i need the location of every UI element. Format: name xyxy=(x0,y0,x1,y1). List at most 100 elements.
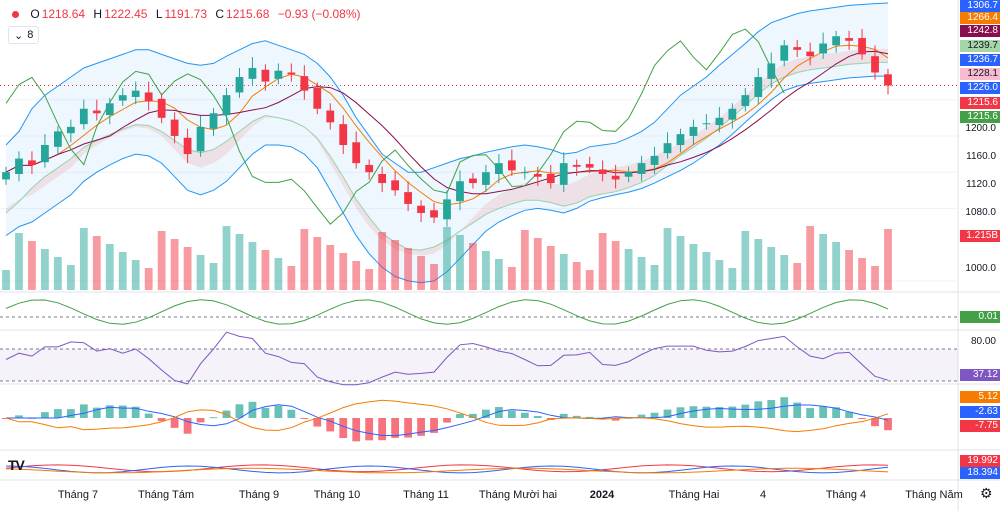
candle-body[interactable] xyxy=(144,92,153,102)
volume-bar xyxy=(572,262,581,290)
candle-body[interactable] xyxy=(79,108,88,125)
macd-histogram-bar xyxy=(507,410,516,418)
candle-body[interactable] xyxy=(92,110,101,114)
candle-body[interactable] xyxy=(767,63,776,79)
candle-body[interactable] xyxy=(637,163,646,174)
macd-histogram-bar xyxy=(650,412,659,418)
candle-body[interactable] xyxy=(507,160,516,171)
candle-body[interactable] xyxy=(248,67,257,79)
volume-bar xyxy=(793,263,802,290)
candle-body[interactable] xyxy=(780,45,789,61)
candle-body[interactable] xyxy=(715,117,724,126)
dmi-plus-label: 19.992 xyxy=(960,455,1000,467)
rsi-band xyxy=(0,349,958,381)
candle-body[interactable] xyxy=(494,163,503,174)
candle-body[interactable] xyxy=(676,134,685,145)
candle-body[interactable] xyxy=(326,110,335,123)
candle-body[interactable] xyxy=(456,181,464,202)
candle-body[interactable] xyxy=(66,126,75,134)
candle-body[interactable] xyxy=(15,158,23,174)
candle-body[interactable] xyxy=(287,72,296,75)
lagging-span-line xyxy=(5,28,785,225)
candle-body[interactable] xyxy=(871,56,879,73)
candle-body[interactable] xyxy=(339,124,348,145)
candle-body[interactable] xyxy=(417,205,425,213)
candle-body[interactable] xyxy=(572,164,581,167)
candle-body[interactable] xyxy=(41,145,49,163)
candle-body[interactable] xyxy=(53,131,62,147)
candle-body[interactable] xyxy=(520,172,529,174)
candle-body[interactable] xyxy=(300,76,309,91)
candle-body[interactable] xyxy=(728,108,737,120)
candle-body[interactable] xyxy=(585,164,594,168)
candle-body[interactable] xyxy=(105,103,114,116)
candle-body[interactable] xyxy=(598,169,607,174)
candle-body[interactable] xyxy=(754,77,763,97)
candle-body[interactable] xyxy=(404,192,412,204)
candle-body[interactable] xyxy=(196,126,205,152)
candlesticks[interactable] xyxy=(2,29,892,227)
volume-bar xyxy=(624,249,633,290)
indicators-toggle-button[interactable]: ⌄ 8 xyxy=(8,26,40,44)
candle-body[interactable] xyxy=(624,172,633,177)
macd-histogram-bar xyxy=(663,409,672,418)
candle-body[interactable] xyxy=(274,70,283,79)
candle-body[interactable] xyxy=(28,160,36,165)
candle-body[interactable] xyxy=(313,87,322,109)
volume-bar xyxy=(404,248,412,290)
adx-line xyxy=(5,467,889,474)
time-label-jul: Tháng 7 xyxy=(57,489,99,501)
candle-body[interactable] xyxy=(819,43,828,54)
candle-body[interactable] xyxy=(741,95,750,107)
time-label-dec: Tháng Mười hai xyxy=(478,489,558,501)
candle-body[interactable] xyxy=(235,77,244,93)
tradingview-logo-icon[interactable]: TV xyxy=(8,457,25,473)
candle-body[interactable] xyxy=(469,178,477,184)
candle-body[interactable] xyxy=(391,180,400,191)
candle-body[interactable] xyxy=(222,95,231,116)
candle-body[interactable] xyxy=(2,172,10,180)
candle-body[interactable] xyxy=(118,95,127,101)
candle-body[interactable] xyxy=(845,38,853,41)
volume-bar xyxy=(663,228,672,290)
candle-body[interactable] xyxy=(559,163,568,185)
candle-body[interactable] xyxy=(378,174,387,184)
macd-histogram-bar xyxy=(482,409,490,418)
candle-body[interactable] xyxy=(806,51,815,57)
macd-histogram-bar xyxy=(858,418,866,419)
candle-body[interactable] xyxy=(702,123,711,125)
volume-bar xyxy=(494,259,503,290)
candle-body[interactable] xyxy=(170,119,179,136)
gear-icon[interactable]: ⚙ xyxy=(980,485,993,501)
candle-body[interactable] xyxy=(832,36,841,46)
candle-body[interactable] xyxy=(352,142,361,164)
candle-body[interactable] xyxy=(443,199,451,220)
candle-body[interactable] xyxy=(689,126,698,136)
candle-body[interactable] xyxy=(261,69,270,82)
macd-histogram-bar xyxy=(118,405,127,418)
candle-body[interactable] xyxy=(365,164,374,173)
macd-histogram-bar xyxy=(598,418,607,420)
candle-body[interactable] xyxy=(884,74,892,86)
macd-histogram-bar xyxy=(780,397,789,418)
volume-bar xyxy=(780,255,789,290)
candle-body[interactable] xyxy=(183,137,192,155)
candle-body[interactable] xyxy=(793,47,802,50)
candle-body[interactable] xyxy=(611,175,620,180)
candle-body[interactable] xyxy=(209,113,218,129)
candle-body[interactable] xyxy=(157,98,166,118)
candle-body[interactable] xyxy=(482,172,490,185)
volume-bar xyxy=(391,240,400,290)
candle-body[interactable] xyxy=(430,210,438,218)
macd-line-label: -2.63 xyxy=(960,406,1000,418)
volume-bar xyxy=(313,237,322,290)
candle-body[interactable] xyxy=(533,174,542,177)
candle-body[interactable] xyxy=(858,38,866,55)
volume-bar xyxy=(533,238,542,290)
candle-body[interactable] xyxy=(131,90,140,97)
candle-body[interactable] xyxy=(663,143,672,154)
volume-bar xyxy=(378,232,387,290)
candle-body[interactable] xyxy=(546,174,555,184)
candle-body[interactable] xyxy=(650,155,659,165)
